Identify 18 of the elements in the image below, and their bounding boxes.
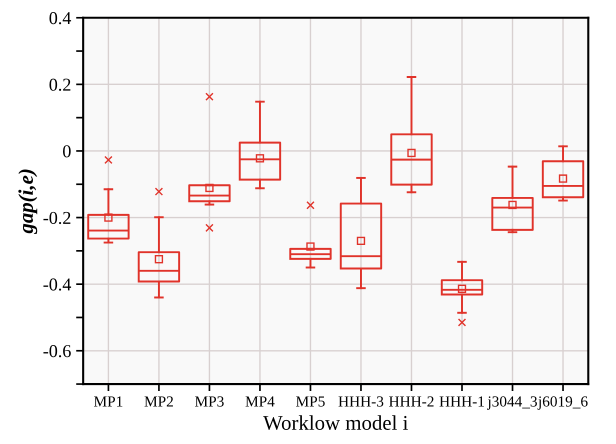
x-tick-label: MP2 bbox=[144, 396, 173, 406]
x-tick-label: MP4 bbox=[246, 396, 275, 406]
x-tick-label: HHH-1 bbox=[440, 396, 484, 406]
x-tick-label: MP3 bbox=[195, 396, 224, 407]
x-tick-label: HHH-2 bbox=[389, 396, 434, 406]
y-tick-label: 0 bbox=[63, 145, 71, 158]
y-tick-label: -0.4 bbox=[43, 278, 72, 291]
y-tick-label: 0.4 bbox=[49, 12, 72, 24]
y-tick-label: -0.6 bbox=[43, 345, 71, 358]
x-tick-label: MP5 bbox=[296, 396, 325, 407]
x-tick-label: HHH-3 bbox=[338, 396, 384, 407]
x-tick-label: j6019_6 bbox=[538, 396, 588, 410]
x-tick-label: j3044_3 bbox=[487, 396, 537, 410]
y-tick-label: 0.2 bbox=[49, 78, 70, 91]
x-axis-title: Worklow model i bbox=[263, 415, 408, 430]
x-tick-label: MP1 bbox=[94, 396, 122, 406]
y-tick-label: -0.2 bbox=[43, 212, 70, 224]
y-axis-title: gap(i,e) bbox=[18, 170, 38, 234]
